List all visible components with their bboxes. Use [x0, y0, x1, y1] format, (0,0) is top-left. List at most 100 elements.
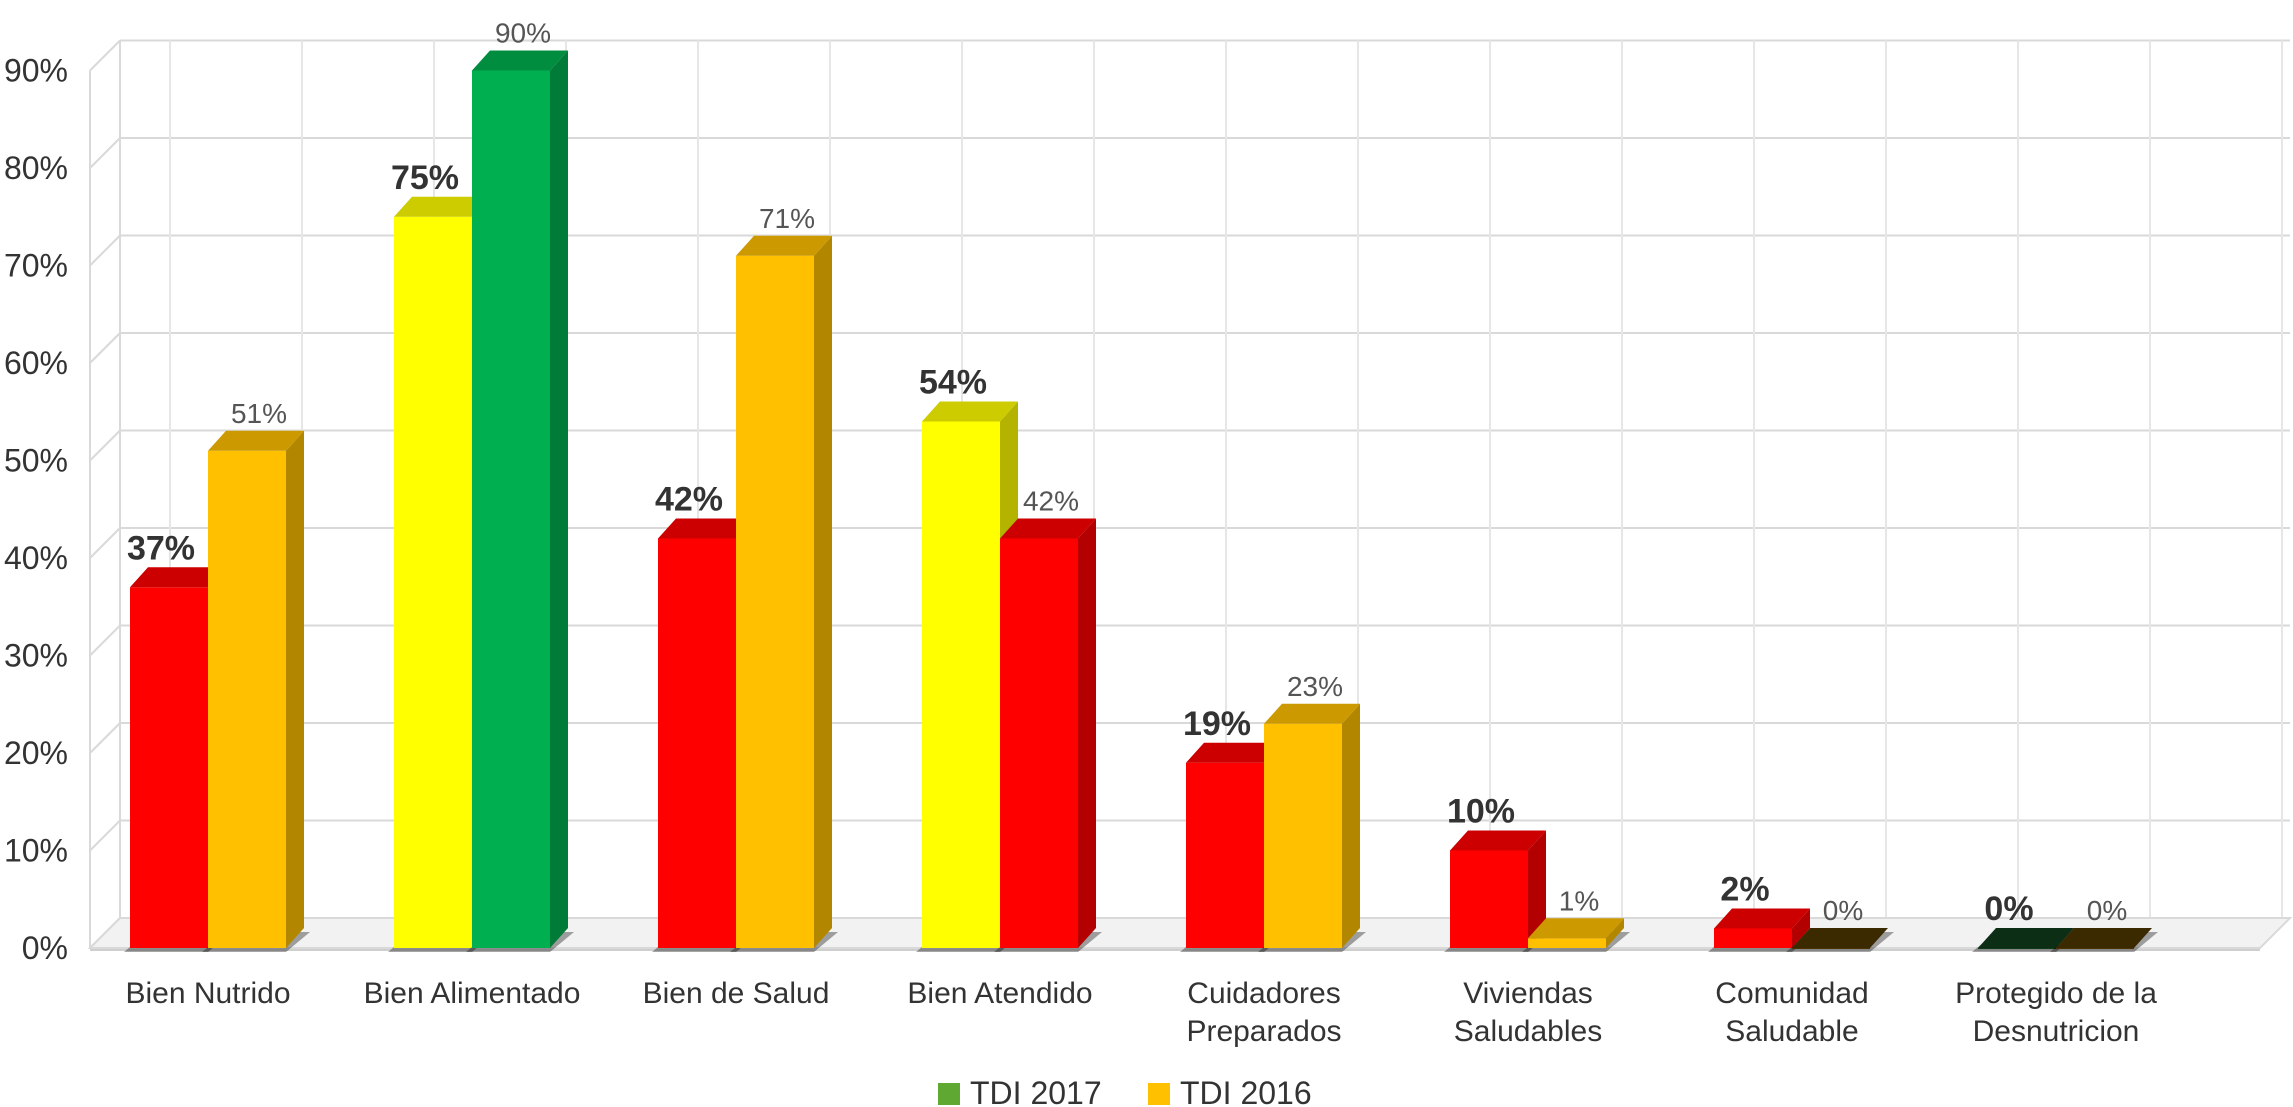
data-label: 0%: [1823, 895, 1863, 926]
data-label: 10%: [1447, 793, 1515, 831]
bar-front: [394, 216, 472, 948]
gridline-perspective: [89, 137, 121, 169]
gridline-perspective: [89, 527, 121, 559]
bar-front: [208, 450, 286, 948]
legend-swatch: [938, 1083, 960, 1105]
data-label: 37%: [127, 529, 195, 567]
data-label: 51%: [231, 398, 287, 429]
data-label: 54%: [919, 364, 987, 402]
bar: [994, 518, 1102, 952]
gridline-perspective: [89, 332, 121, 364]
legend-label: TDI 2016: [1180, 1075, 1312, 1107]
bar-top: [1978, 928, 2074, 948]
bar-side: [1342, 703, 1360, 948]
category-label: Bien Nutrido: [125, 977, 290, 1010]
bar-front: [1264, 723, 1342, 948]
y-tick-label: 0%: [22, 930, 68, 966]
bar-top: [1264, 703, 1360, 724]
bar-front: [130, 587, 208, 948]
bar: [1786, 928, 1894, 952]
y-axis-ticks: 0% 10% 20% 30% 40% 50% 60% 70% 80% 90%: [4, 53, 68, 967]
data-label: 90%: [495, 18, 551, 49]
bar: [202, 430, 310, 952]
bar-side: [550, 50, 568, 948]
y-tick-label: 50%: [4, 443, 68, 479]
bar-front: [1792, 948, 1870, 949]
gridline-perspective: [89, 234, 121, 267]
category-label: Bien Alimentado: [364, 977, 581, 1010]
legend: TDI 2017 TDI 2016: [938, 1075, 1312, 1107]
bar-top: [1792, 928, 1888, 948]
bar-top: [130, 567, 226, 588]
bar-top: [472, 50, 568, 71]
bar: [466, 50, 574, 952]
data-label: 42%: [655, 481, 723, 519]
category-label: Saludables: [1454, 1015, 1602, 1048]
data-label: 0%: [1984, 890, 2033, 928]
category-label: Bien Atendido: [907, 977, 1092, 1010]
bar-top: [208, 430, 304, 451]
data-label: 71%: [759, 203, 815, 234]
data-label: 75%: [391, 159, 459, 197]
legend-swatch: [1148, 1083, 1170, 1105]
category-label: Viviendas: [1463, 977, 1593, 1010]
bar-front: [1978, 948, 2056, 949]
bar-side: [1606, 918, 1624, 948]
bar-side: [1078, 518, 1096, 948]
bar-front: [472, 70, 550, 948]
bar: [2050, 928, 2158, 952]
bar-top: [1528, 918, 1624, 939]
bar-front: [658, 538, 736, 948]
bar-front: [736, 255, 814, 948]
bar-front: [1450, 850, 1528, 948]
data-label: 1%: [1559, 885, 1599, 916]
category-label: Protegido de la: [1955, 977, 2157, 1010]
bar-top: [1450, 830, 1546, 851]
bar-side: [286, 430, 304, 948]
bar: [1444, 830, 1552, 952]
bar-top: [736, 235, 832, 256]
y-tick-label: 40%: [4, 540, 68, 576]
category-label: Bien de Salud: [643, 977, 830, 1010]
bar-front: [1000, 538, 1078, 948]
bar: [1258, 703, 1366, 952]
bar: [1522, 918, 1630, 952]
data-label: 0%: [2087, 895, 2127, 926]
bar-top: [922, 401, 1018, 422]
data-labels: 37% 51% 75% 90% 42% 71% 54% 42% 19% 23% 10% 1% 2% 0% 0…: [127, 18, 2127, 929]
gridline-perspective: [89, 624, 121, 657]
category-label: Saludable: [1725, 1015, 1858, 1048]
data-label: 2%: [1720, 871, 1769, 909]
y-tick-label: 80%: [4, 150, 68, 186]
bar-top: [394, 196, 490, 217]
category-label: Comunidad: [1715, 977, 1868, 1010]
data-label: 23%: [1287, 671, 1343, 702]
bar-front: [922, 421, 1000, 948]
bar-top: [1714, 908, 1810, 929]
category-label: Cuidadores: [1187, 977, 1340, 1010]
bar-front: [1714, 928, 1792, 948]
bar: [1708, 908, 1816, 952]
bar-top: [1186, 742, 1282, 763]
gridline-perspective: [89, 39, 121, 72]
category-label: Preparados: [1186, 1015, 1341, 1048]
y-tick-label: 60%: [4, 345, 68, 381]
legend-label: TDI 2017: [970, 1075, 1102, 1107]
data-label: 19%: [1183, 705, 1251, 743]
bar-top: [658, 518, 754, 539]
bar-side: [1528, 830, 1546, 948]
gridline-perspective: [89, 819, 121, 852]
gridline-perspective: [89, 722, 121, 754]
bar-side: [1792, 908, 1810, 948]
y-tick-label: 90%: [4, 53, 68, 89]
gridline-perspective: [89, 429, 121, 462]
bar-front: [1186, 762, 1264, 948]
bar-top: [1000, 518, 1096, 539]
bar-top: [2056, 928, 2152, 948]
y-tick-label: 20%: [4, 735, 68, 771]
data-label: 42%: [1023, 486, 1079, 517]
x-axis-labels: Bien Nutrido Bien Alimentado Bien de Salud…: [125, 977, 2157, 1048]
y-tick-label: 30%: [4, 638, 68, 674]
